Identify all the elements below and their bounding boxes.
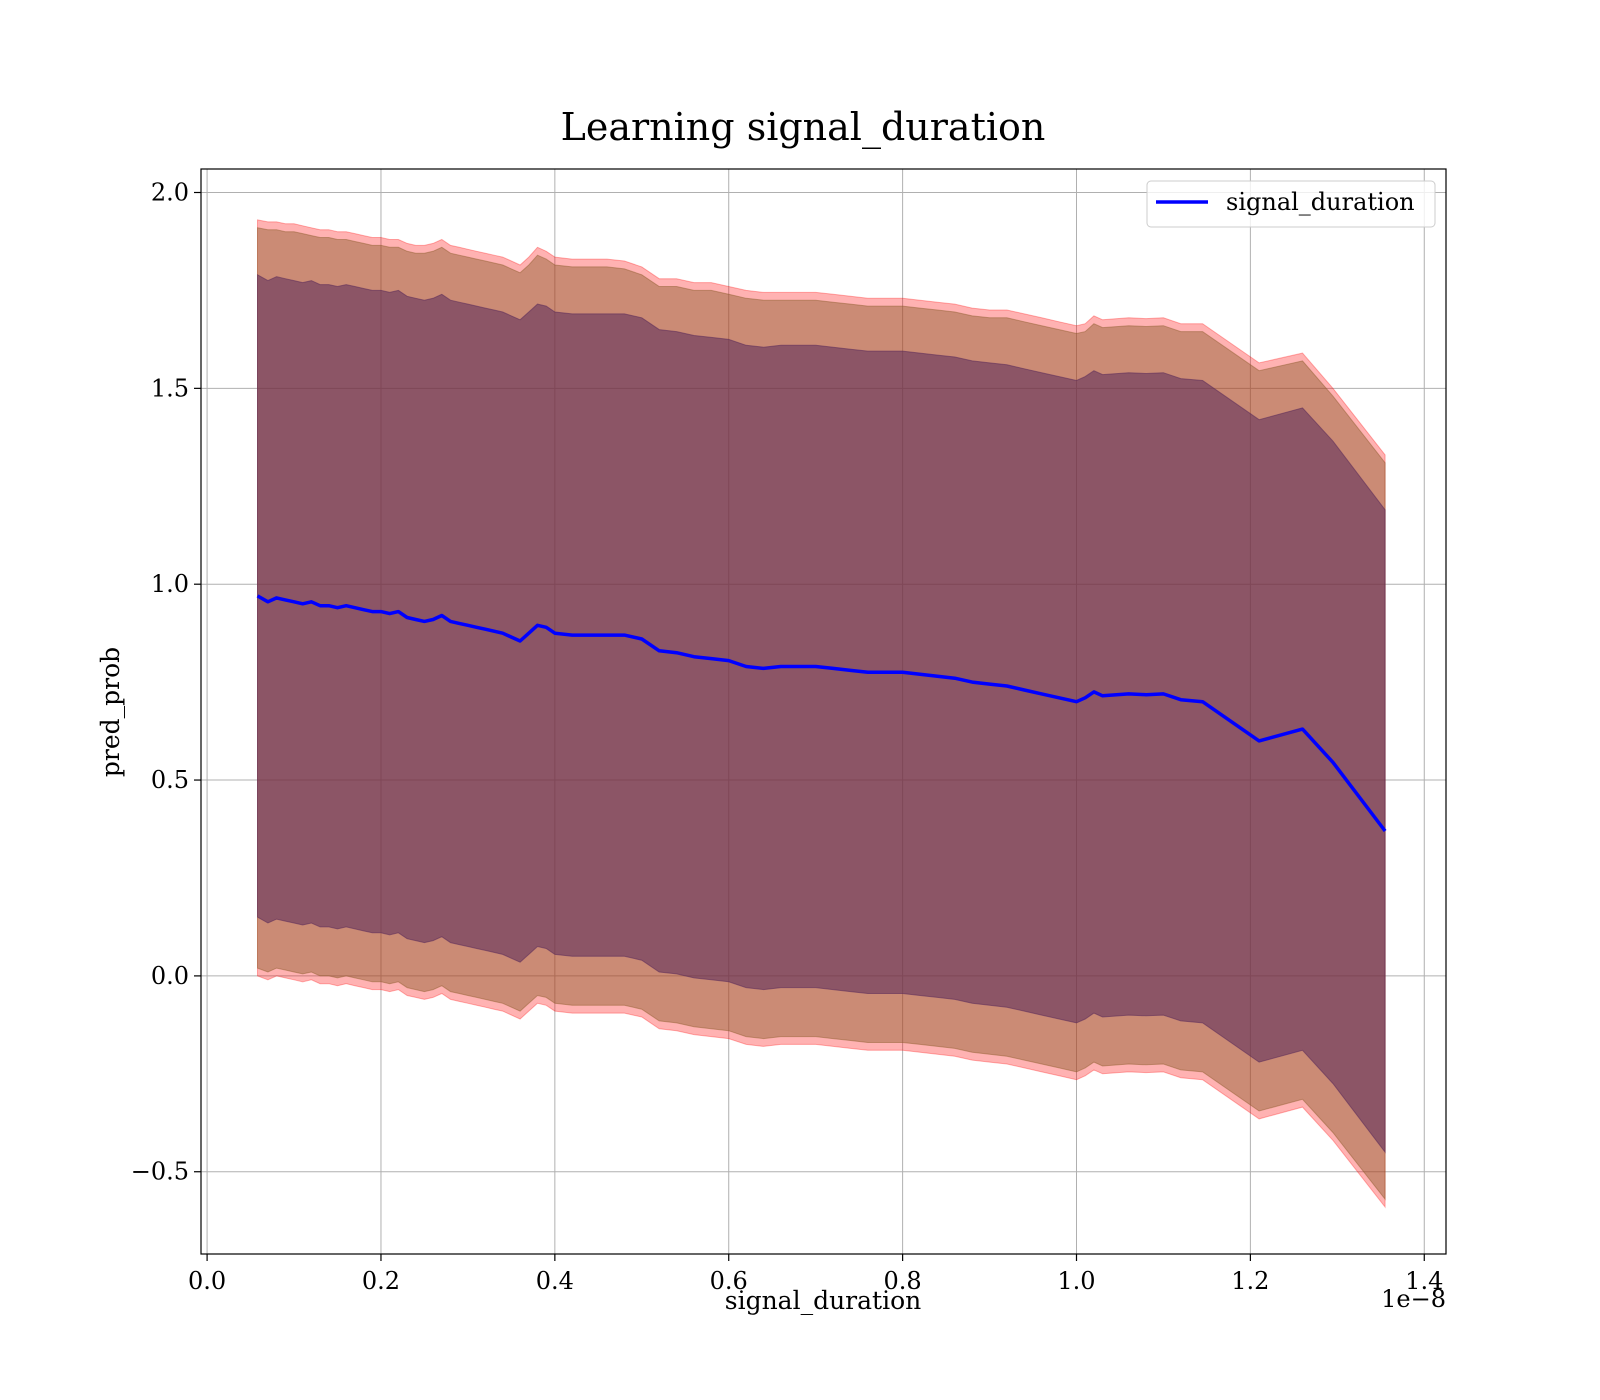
- x-tick-label: 0.6: [710, 1267, 748, 1295]
- y-tick-label: 0.0: [151, 962, 189, 990]
- y-tick-label: 1.5: [151, 374, 189, 402]
- y-tick-label: 1.0: [151, 570, 189, 598]
- legend: signal_duration: [1146, 180, 1436, 228]
- y-axis-ticks: −0.5 0.0 0.5 1.0 1.5 2.0: [131, 179, 201, 1186]
- x-axis-label: signal_duration: [725, 1286, 921, 1315]
- legend-entry-signal-duration: signal_duration: [1226, 188, 1415, 216]
- legend-box: [1146, 180, 1436, 228]
- plot-frame: [200, 168, 1447, 1255]
- chart-title: Learning signal_duration: [561, 105, 1046, 150]
- y-axis-label: pred_prob: [96, 647, 125, 777]
- x-tick-label: 1.0: [1057, 1267, 1095, 1295]
- series-lines: [256, 594, 1387, 833]
- y-tick-label: 0.5: [151, 766, 189, 794]
- y-tick-label: −0.5: [131, 1158, 189, 1186]
- x-tick-label: 1.2: [1231, 1267, 1269, 1295]
- x-tick-label: 0.2: [362, 1267, 400, 1295]
- x-tick-label: 0.8: [884, 1267, 922, 1295]
- x-tick-label: 0.4: [536, 1267, 574, 1295]
- x-tick-label: 0.0: [188, 1267, 226, 1295]
- y-tick-label: 2.0: [151, 179, 189, 207]
- band-inner: [257, 273, 1386, 1154]
- x-axis-ticks: 0.0 0.2 0.4 0.6 0.8 1.0 1.2 1.4: [188, 1254, 1443, 1295]
- x-tick-label: 1.4: [1405, 1267, 1443, 1295]
- x-axis-offset-label: 1e−8: [1381, 1285, 1446, 1313]
- confidence-bands: [257, 219, 1386, 1209]
- series-line-signal-duration: [256, 594, 1387, 833]
